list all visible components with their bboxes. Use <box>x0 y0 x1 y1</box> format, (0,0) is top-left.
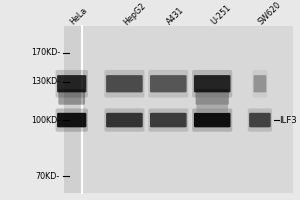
Bar <box>64 26 82 193</box>
FancyBboxPatch shape <box>249 113 271 127</box>
FancyBboxPatch shape <box>196 89 229 105</box>
FancyBboxPatch shape <box>104 108 144 132</box>
FancyBboxPatch shape <box>254 75 266 92</box>
FancyBboxPatch shape <box>192 108 232 132</box>
FancyBboxPatch shape <box>56 70 88 98</box>
Text: A431: A431 <box>165 6 186 27</box>
Text: 130KD-: 130KD- <box>31 77 60 86</box>
FancyBboxPatch shape <box>106 75 143 92</box>
FancyBboxPatch shape <box>150 75 187 92</box>
FancyBboxPatch shape <box>57 113 86 127</box>
FancyBboxPatch shape <box>248 108 272 132</box>
Text: ILF3: ILF3 <box>280 116 297 125</box>
FancyBboxPatch shape <box>106 113 143 127</box>
FancyBboxPatch shape <box>150 113 187 127</box>
Text: U-251: U-251 <box>209 3 233 27</box>
Text: 100KD-: 100KD- <box>31 116 60 125</box>
Bar <box>82 26 293 193</box>
FancyBboxPatch shape <box>58 89 85 105</box>
FancyBboxPatch shape <box>56 108 88 132</box>
FancyBboxPatch shape <box>194 113 230 127</box>
Text: HepG2: HepG2 <box>122 1 147 27</box>
FancyBboxPatch shape <box>192 70 232 98</box>
FancyBboxPatch shape <box>148 108 188 132</box>
FancyBboxPatch shape <box>194 75 230 92</box>
FancyBboxPatch shape <box>196 92 228 112</box>
Text: HeLa: HeLa <box>69 6 89 27</box>
FancyBboxPatch shape <box>148 70 188 98</box>
FancyBboxPatch shape <box>252 70 268 98</box>
Text: 170KD-: 170KD- <box>31 48 60 57</box>
FancyBboxPatch shape <box>57 75 86 92</box>
Text: 70KD-: 70KD- <box>36 172 60 181</box>
Text: SW620: SW620 <box>257 0 283 27</box>
FancyBboxPatch shape <box>104 70 144 98</box>
